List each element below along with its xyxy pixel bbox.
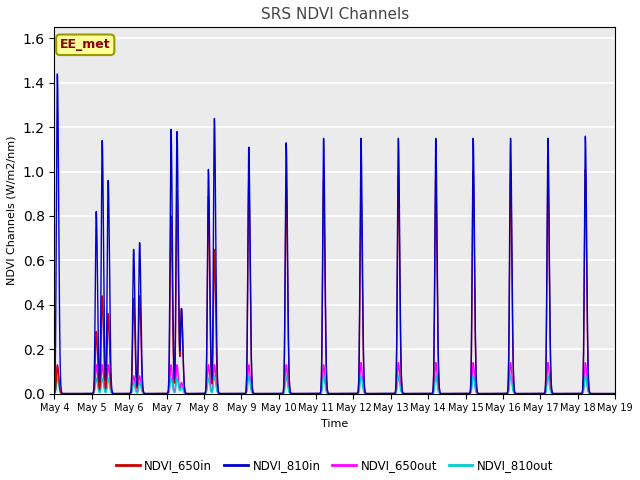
NDVI_810in — [54, 71, 61, 77]
NDVI_650in — [582, 167, 589, 172]
Y-axis label: NDVI Channels (W/m2/nm): NDVI Channels (W/m2/nm) — [7, 136, 17, 285]
NDVI_810out — [383, 391, 390, 396]
NDVI_650out — [382, 391, 390, 396]
Legend: NDVI_650in, NDVI_810in, NDVI_650out, NDVI_810out: NDVI_650in, NDVI_810in, NDVI_650out, NDV… — [111, 455, 558, 477]
NDVI_650in — [496, 391, 504, 396]
NDVI_650in — [407, 391, 415, 396]
Text: EE_met: EE_met — [60, 38, 111, 51]
NDVI_810in — [253, 391, 261, 396]
Line: NDVI_810in: NDVI_810in — [54, 74, 615, 394]
NDVI_810in — [497, 391, 504, 396]
NDVI_810in — [407, 391, 415, 396]
NDVI_650out — [467, 391, 474, 396]
NDVI_650in — [253, 391, 261, 396]
Title: SRS NDVI Channels: SRS NDVI Channels — [260, 7, 409, 22]
NDVI_810in — [79, 391, 86, 396]
NDVI_810out — [79, 391, 86, 396]
NDVI_810in — [611, 391, 619, 396]
NDVI_810in — [51, 389, 58, 395]
NDVI_810out — [51, 391, 58, 396]
NDVI_650in — [382, 391, 390, 396]
Line: NDVI_810out: NDVI_810out — [54, 376, 615, 394]
NDVI_810out — [467, 391, 474, 396]
Line: NDVI_650out: NDVI_650out — [54, 362, 615, 394]
X-axis label: Time: Time — [321, 419, 348, 429]
NDVI_650in — [79, 391, 86, 396]
NDVI_650out — [79, 391, 86, 396]
NDVI_650out — [611, 391, 619, 396]
NDVI_810out — [245, 373, 253, 379]
NDVI_650out — [394, 360, 402, 365]
NDVI_810out — [253, 391, 261, 396]
NDVI_810out — [407, 391, 415, 396]
NDVI_650out — [497, 391, 504, 396]
NDVI_650in — [467, 389, 474, 395]
Line: NDVI_650in: NDVI_650in — [54, 169, 615, 394]
NDVI_810in — [383, 391, 390, 396]
NDVI_810out — [611, 391, 619, 396]
NDVI_650out — [253, 391, 261, 396]
NDVI_650out — [51, 391, 58, 396]
NDVI_650out — [407, 391, 415, 396]
NDVI_650in — [51, 391, 58, 396]
NDVI_650in — [611, 391, 619, 396]
NDVI_810out — [497, 391, 504, 396]
NDVI_810in — [467, 389, 474, 395]
